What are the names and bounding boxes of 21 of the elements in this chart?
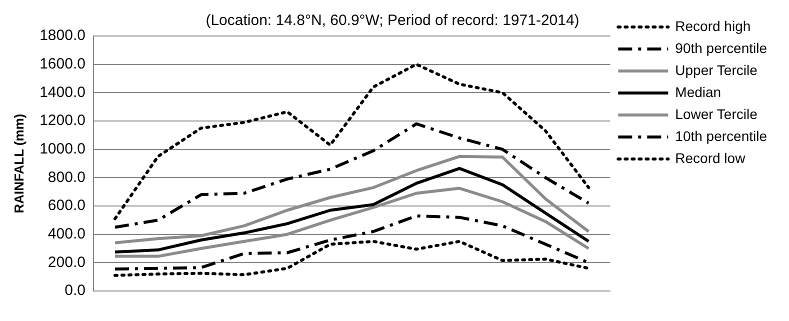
- legend-label: Record high: [675, 18, 751, 34]
- legend-label: Median: [675, 84, 722, 100]
- legend-label: 10th percentile: [675, 128, 768, 144]
- y-tick-label: 1000.0: [40, 140, 86, 158]
- legend-label: Upper Tercile: [675, 62, 758, 78]
- legend-label: 90th percentile: [675, 40, 768, 56]
- y-tick-label: 1400.0: [40, 84, 86, 101]
- y-tick-label: 0.0: [64, 282, 86, 300]
- line-series: [114, 62, 590, 220]
- y-tick-label: 800.0: [48, 168, 86, 186]
- chart-title: (Location: 14.8°N, 60.9°W; Period of record: 1971-2014): [206, 12, 580, 30]
- y-tick-label: 1800.0: [40, 27, 86, 44]
- y-tick-label: 1200.0: [40, 112, 86, 130]
- legend-label: Record low: [675, 150, 746, 166]
- line-series: [114, 122, 590, 229]
- y-tick-label: 600.0: [48, 197, 86, 214]
- legend-label: Lower Tercile: [675, 106, 758, 122]
- y-tick-label: 400.0: [48, 225, 86, 242]
- y-axis-title: RAINFALL (mm): [11, 114, 26, 214]
- y-tick-label: 1600.0: [40, 55, 86, 72]
- y-tick-label: 200.0: [48, 254, 86, 271]
